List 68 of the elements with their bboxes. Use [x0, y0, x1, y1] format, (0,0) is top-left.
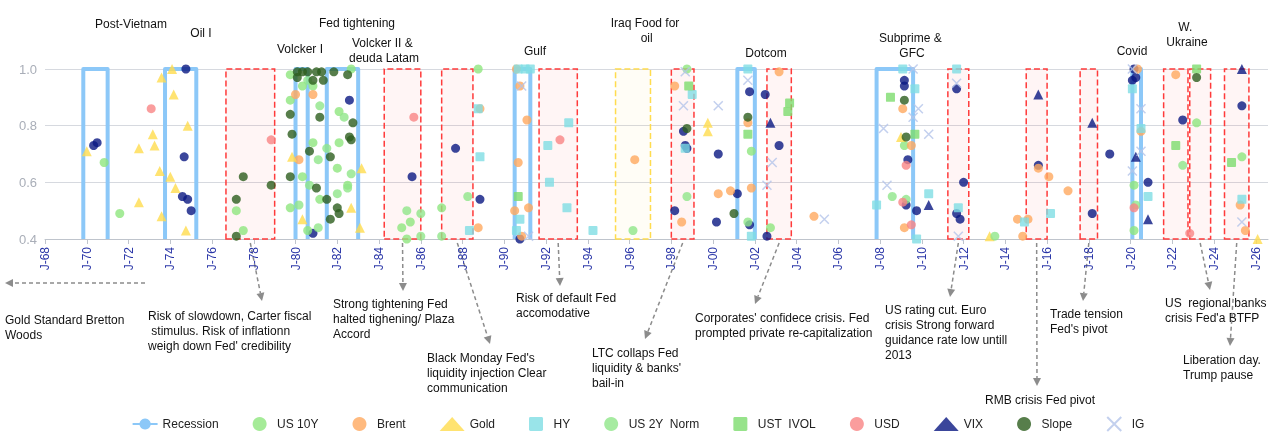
x-tick-label: J-02	[747, 246, 762, 271]
legend-label: Brent	[376, 417, 407, 431]
legend-label: IG	[1131, 417, 1145, 431]
y-tick-label: 0.6	[18, 174, 37, 190]
band-label: RMB crisis Fed pivot	[985, 392, 1096, 407]
x-tick-label: J-78	[246, 246, 261, 271]
x-tick-label: J-84	[372, 246, 387, 271]
legend-label: Recession	[162, 417, 219, 431]
x-tick-label: J-04	[789, 246, 804, 271]
x-tick-label: J-10	[914, 246, 929, 271]
x-tick-label: J-74	[163, 246, 178, 271]
x-tick-label: J-72	[121, 246, 136, 271]
text: Fed tightening	[318, 15, 396, 30]
x-tick-label: J-26	[1248, 246, 1263, 271]
x-tick-label: J-70	[79, 246, 94, 271]
text: Post-Vietnam	[95, 16, 167, 31]
text: Gulf	[523, 43, 547, 58]
text: Dotcom	[745, 45, 787, 60]
x-tick-label: J-96	[622, 246, 637, 271]
legend-label: US 10Y	[277, 417, 319, 431]
text: Gold Standard Bretton Woods	[5, 312, 128, 342]
text: Iraq Food for oil	[610, 15, 680, 45]
x-tick-label: J-24	[1207, 246, 1222, 271]
x-tick-label: J-88	[455, 246, 470, 271]
x-tick-label: J-98	[664, 246, 679, 271]
x-tick-label: J-90	[497, 246, 512, 271]
x-tick-label: J-82	[330, 246, 345, 271]
band-label: Risk of slowdown, Carter fiscal stimulus. Risk of inflationn weigh down Fed' credibility	[147, 308, 312, 353]
text: Oil I	[190, 25, 212, 40]
x-tick-label: J-08	[873, 246, 888, 271]
x-tick-label: J-22	[1165, 246, 1180, 271]
text: Volcker II & deuda Latam	[348, 35, 420, 65]
band-label: Corporates' confidece crisis. Fed prompted private re-capitalization	[695, 310, 873, 340]
legend-label: US 2Y Norm	[628, 417, 700, 431]
band-label: LTC collaps Fed liquidity & banks' bail-in	[592, 345, 685, 390]
band-label: Risk of default Fed accomodative	[516, 290, 620, 320]
legend-label: UST IVOL	[757, 417, 816, 431]
x-tick-label: J-94	[580, 246, 595, 271]
x-tick-label: J-86	[413, 246, 428, 271]
x-tick-label: J-68	[38, 246, 52, 271]
x-tick-label: J-14	[998, 246, 1013, 271]
x-tick-label: J-06	[831, 246, 846, 271]
text: Volcker I	[276, 41, 324, 56]
text: Subprime & GFC	[878, 30, 946, 60]
band-label: US regional banks crisis Fed'a BTFP	[1165, 295, 1270, 325]
band-label: Trade tension Fed's pivot	[1050, 306, 1127, 336]
band-label: Black Monday Fed's liquidity injection Clear communication	[427, 350, 550, 395]
y-tick-label: 1.0	[18, 61, 37, 77]
band-label: Strong tightening Fed halted tighening/ Plaza Accord	[333, 296, 458, 341]
x-tick-label: J-16	[1040, 246, 1055, 271]
band-label: US rating cut. Euro crisis Strong forward guidance rate low untill 2013	[885, 302, 1011, 362]
x-tick-label: J-00	[706, 246, 721, 271]
legend-label: HY	[553, 417, 571, 431]
y-tick-label: 0.4	[18, 231, 37, 247]
legend-label: VIX	[963, 417, 984, 431]
x-tick-label: J-92	[539, 246, 554, 271]
legend-label: Gold	[469, 417, 496, 431]
x-tick-label: J-12	[956, 246, 971, 271]
legend-label: USD	[874, 417, 901, 431]
y-tick-label: 0.8	[18, 118, 37, 134]
x-tick-label: J-18	[1081, 246, 1096, 271]
x-tick-label: J-80	[288, 246, 303, 271]
legend-label: Slope	[1041, 417, 1073, 431]
band-label: Liberation day. Trump pause	[1183, 352, 1265, 382]
x-tick-label: J-20	[1123, 246, 1138, 271]
text: W. Ukraine	[1166, 19, 1208, 49]
text: Covid	[1116, 43, 1148, 58]
x-tick-label: J-76	[205, 246, 220, 271]
